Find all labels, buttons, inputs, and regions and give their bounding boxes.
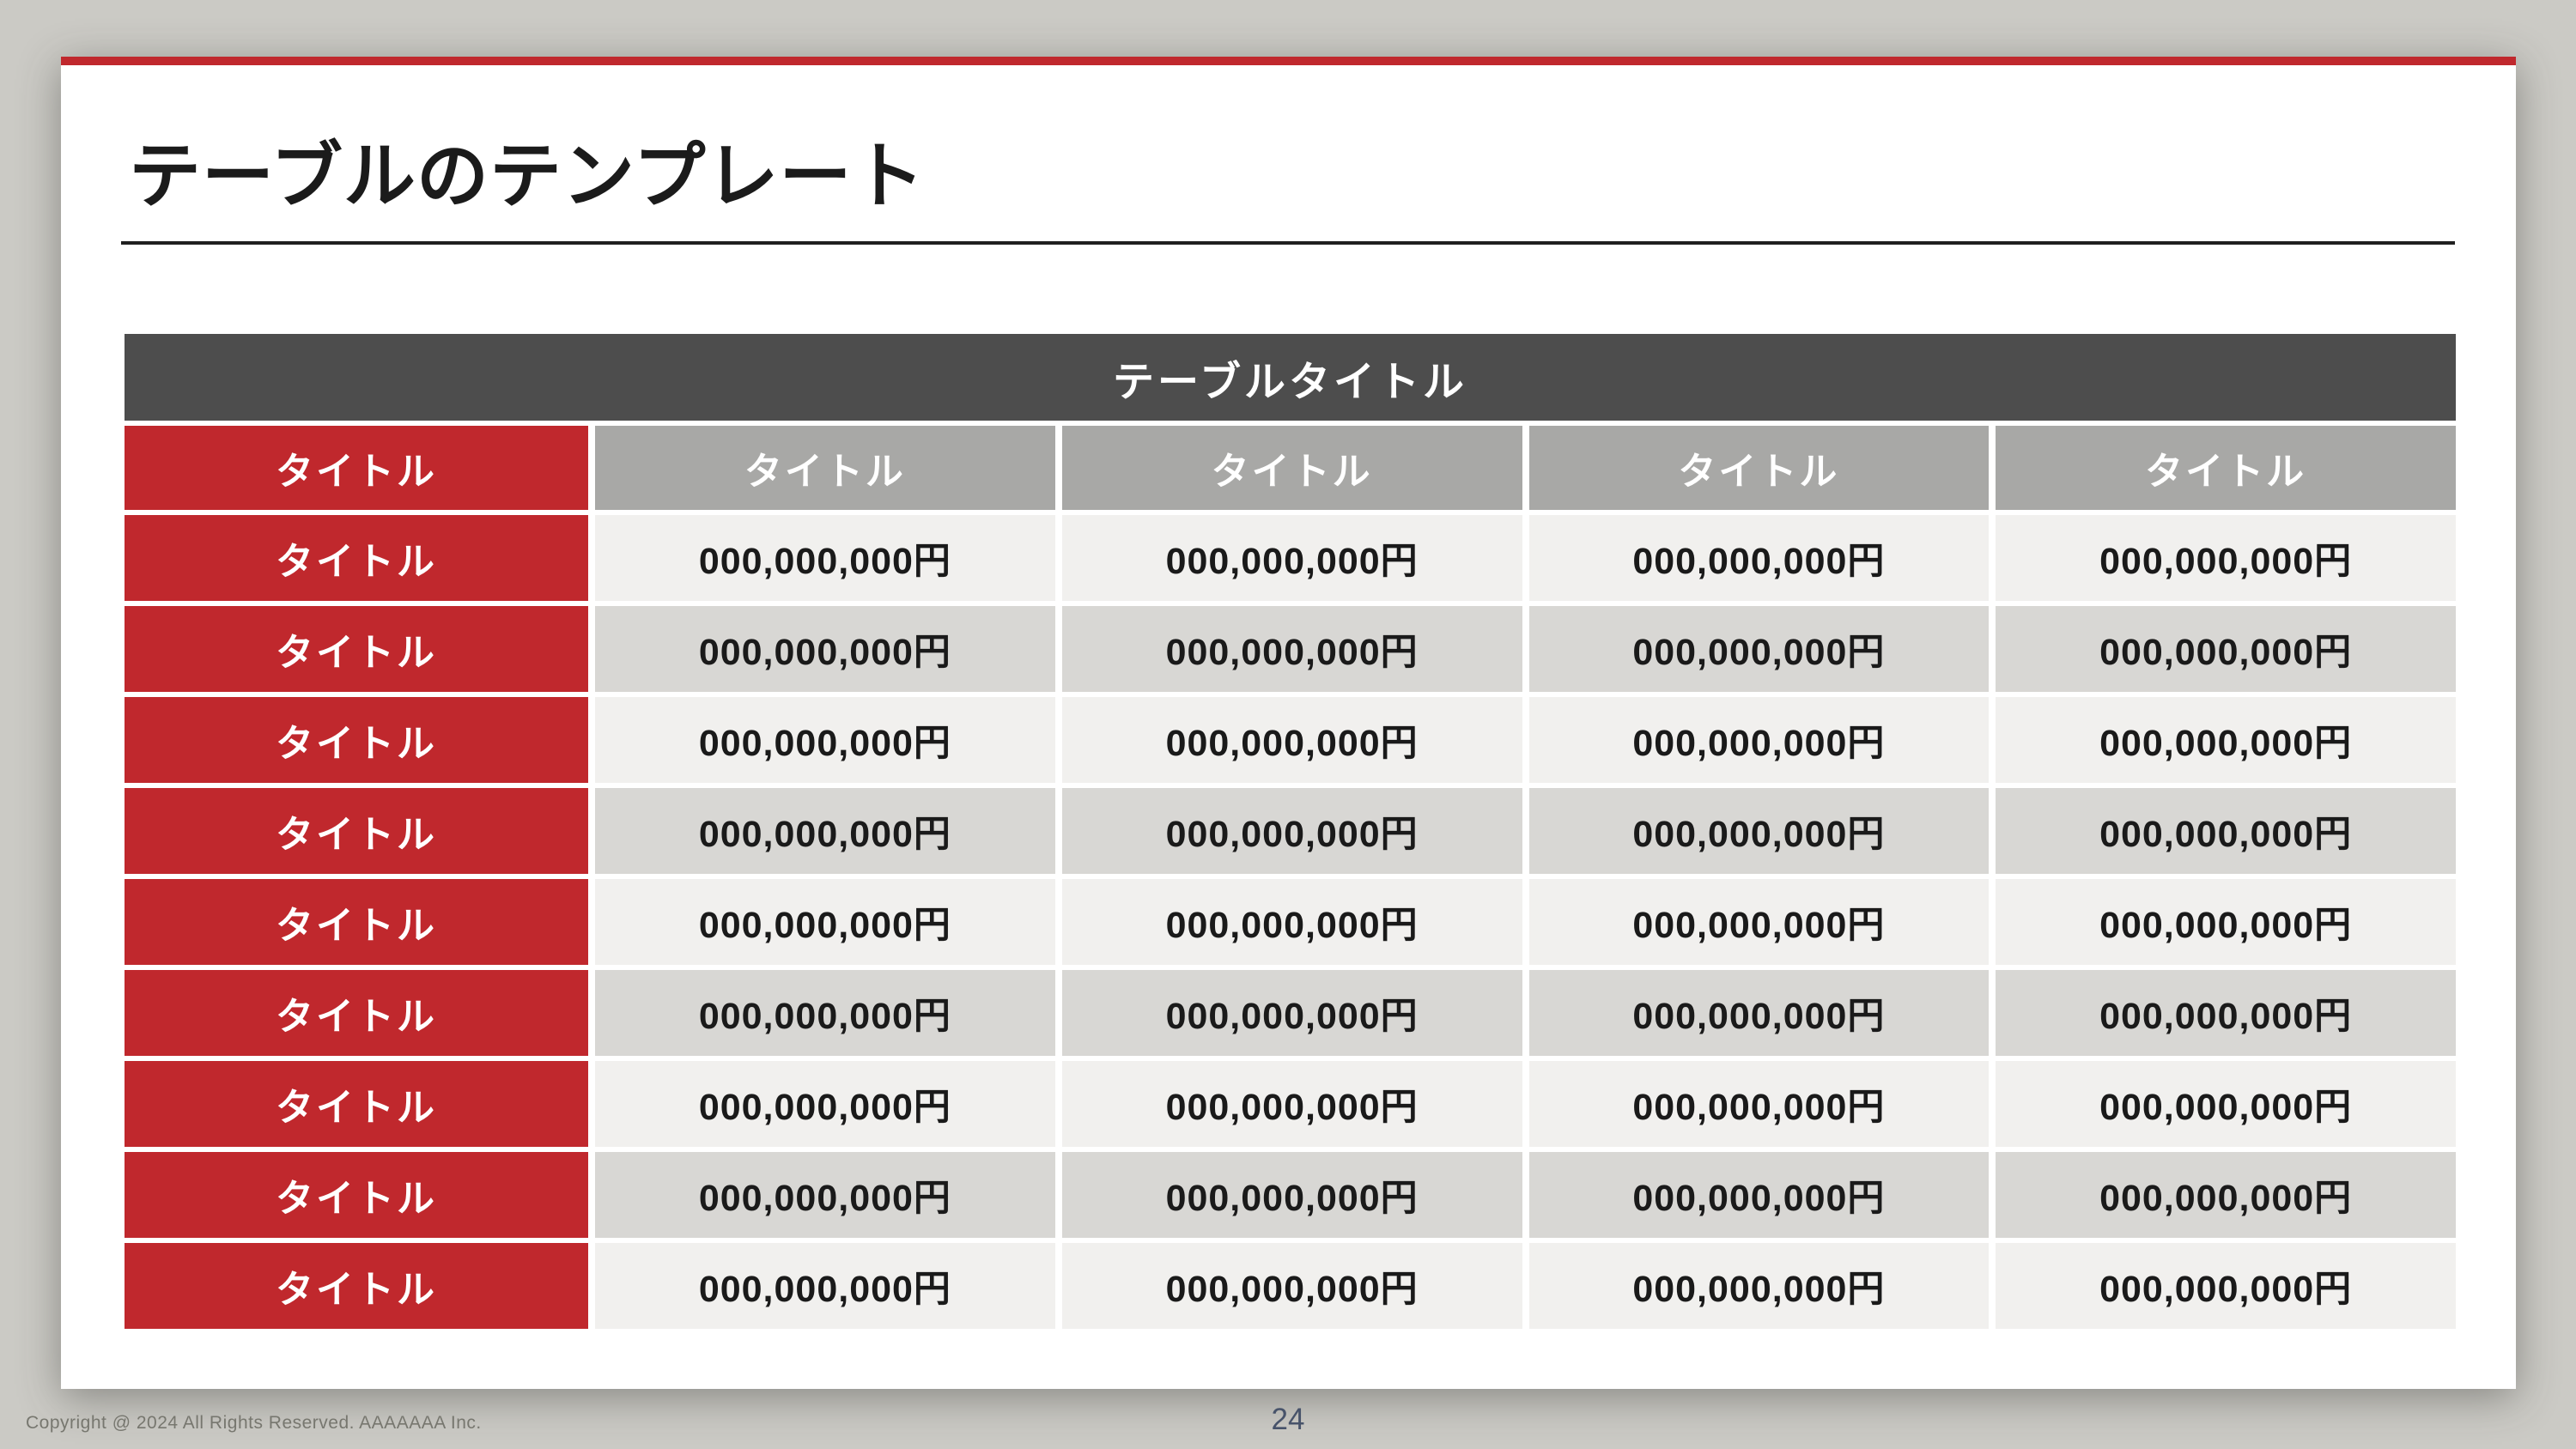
value-cell: 000,000,000円 [1061, 697, 1522, 783]
value-cell: 000,000,000円 [595, 788, 1055, 874]
value-cell: 000,000,000円 [1528, 970, 1990, 1056]
value-cell: 000,000,000円 [1996, 515, 2456, 601]
row-header-cell: タイトル [125, 606, 588, 692]
value-cell: 000,000,000円 [1996, 1243, 2456, 1329]
value-cell: 000,000,000円 [1528, 697, 1990, 783]
accent-bar [61, 57, 2516, 65]
value-cell: 000,000,000円 [595, 1061, 1055, 1147]
value-cell: 000,000,000円 [1528, 1061, 1990, 1147]
slide-title: テーブルのテンプレート [129, 136, 926, 216]
value-cell: 000,000,000円 [1061, 788, 1522, 874]
row-header-cell: タイトル [125, 879, 588, 965]
value-cell: 000,000,000円 [1528, 606, 1990, 692]
copyright-text: Copyright @ 2024 All Rights Reserved. AA… [26, 1413, 482, 1433]
row-header-cell: タイトル [125, 1152, 588, 1238]
value-cell: 000,000,000円 [595, 879, 1055, 965]
slide: テーブルのテンプレート テーブルタイトル タイトル タイトル タイトル タイトル… [61, 57, 2516, 1389]
value-cell: 000,000,000円 [1061, 1152, 1522, 1238]
row-header-cell: タイトル [125, 1061, 588, 1147]
value-cell: 000,000,000円 [1061, 1243, 1522, 1329]
value-cell: 000,000,000円 [1061, 606, 1522, 692]
row-header-cell: タイトル [125, 970, 588, 1056]
value-cell: 000,000,000円 [1996, 879, 2456, 965]
value-cell: 000,000,000円 [1996, 606, 2456, 692]
row-header-cell: タイトル [125, 697, 588, 783]
title-underline [121, 241, 2455, 245]
row-header-cell: タイトル [125, 515, 588, 601]
value-cell: 000,000,000円 [1528, 515, 1990, 601]
table-title: テーブルタイトル [125, 334, 2456, 421]
value-cell: 000,000,000円 [1996, 970, 2456, 1056]
column-header: タイトル [1996, 426, 2456, 510]
row-header-column-cell: タイトル [125, 426, 588, 510]
value-cell: 000,000,000円 [1528, 879, 1990, 965]
page-number: 24 [1271, 1403, 1305, 1436]
value-cell: 000,000,000円 [1996, 697, 2456, 783]
template-table: テーブルタイトル タイトル タイトル タイトル タイトル タイトル タイトル 0… [125, 334, 2456, 1329]
value-cell: 000,000,000円 [1061, 1061, 1522, 1147]
column-header: タイトル [1061, 426, 1522, 510]
value-cell: 000,000,000円 [1996, 1061, 2456, 1147]
value-cell: 000,000,000円 [595, 697, 1055, 783]
row-header-cell: タイトル [125, 788, 588, 874]
value-cell: 000,000,000円 [1528, 1243, 1990, 1329]
value-cell: 000,000,000円 [1061, 879, 1522, 965]
value-cell: 000,000,000円 [1996, 1152, 2456, 1238]
value-cell: 000,000,000円 [595, 606, 1055, 692]
value-cell: 000,000,000円 [595, 1152, 1055, 1238]
value-cell: 000,000,000円 [595, 515, 1055, 601]
value-cell: 000,000,000円 [595, 970, 1055, 1056]
value-cell: 000,000,000円 [595, 1243, 1055, 1329]
column-header: タイトル [595, 426, 1055, 510]
value-cell: 000,000,000円 [1528, 788, 1990, 874]
value-cell: 000,000,000円 [1061, 970, 1522, 1056]
value-cell: 000,000,000円 [1061, 515, 1522, 601]
column-header: タイトル [1528, 426, 1990, 510]
row-header-cell: タイトル [125, 1243, 588, 1329]
value-cell: 000,000,000円 [1996, 788, 2456, 874]
value-cell: 000,000,000円 [1528, 1152, 1990, 1238]
